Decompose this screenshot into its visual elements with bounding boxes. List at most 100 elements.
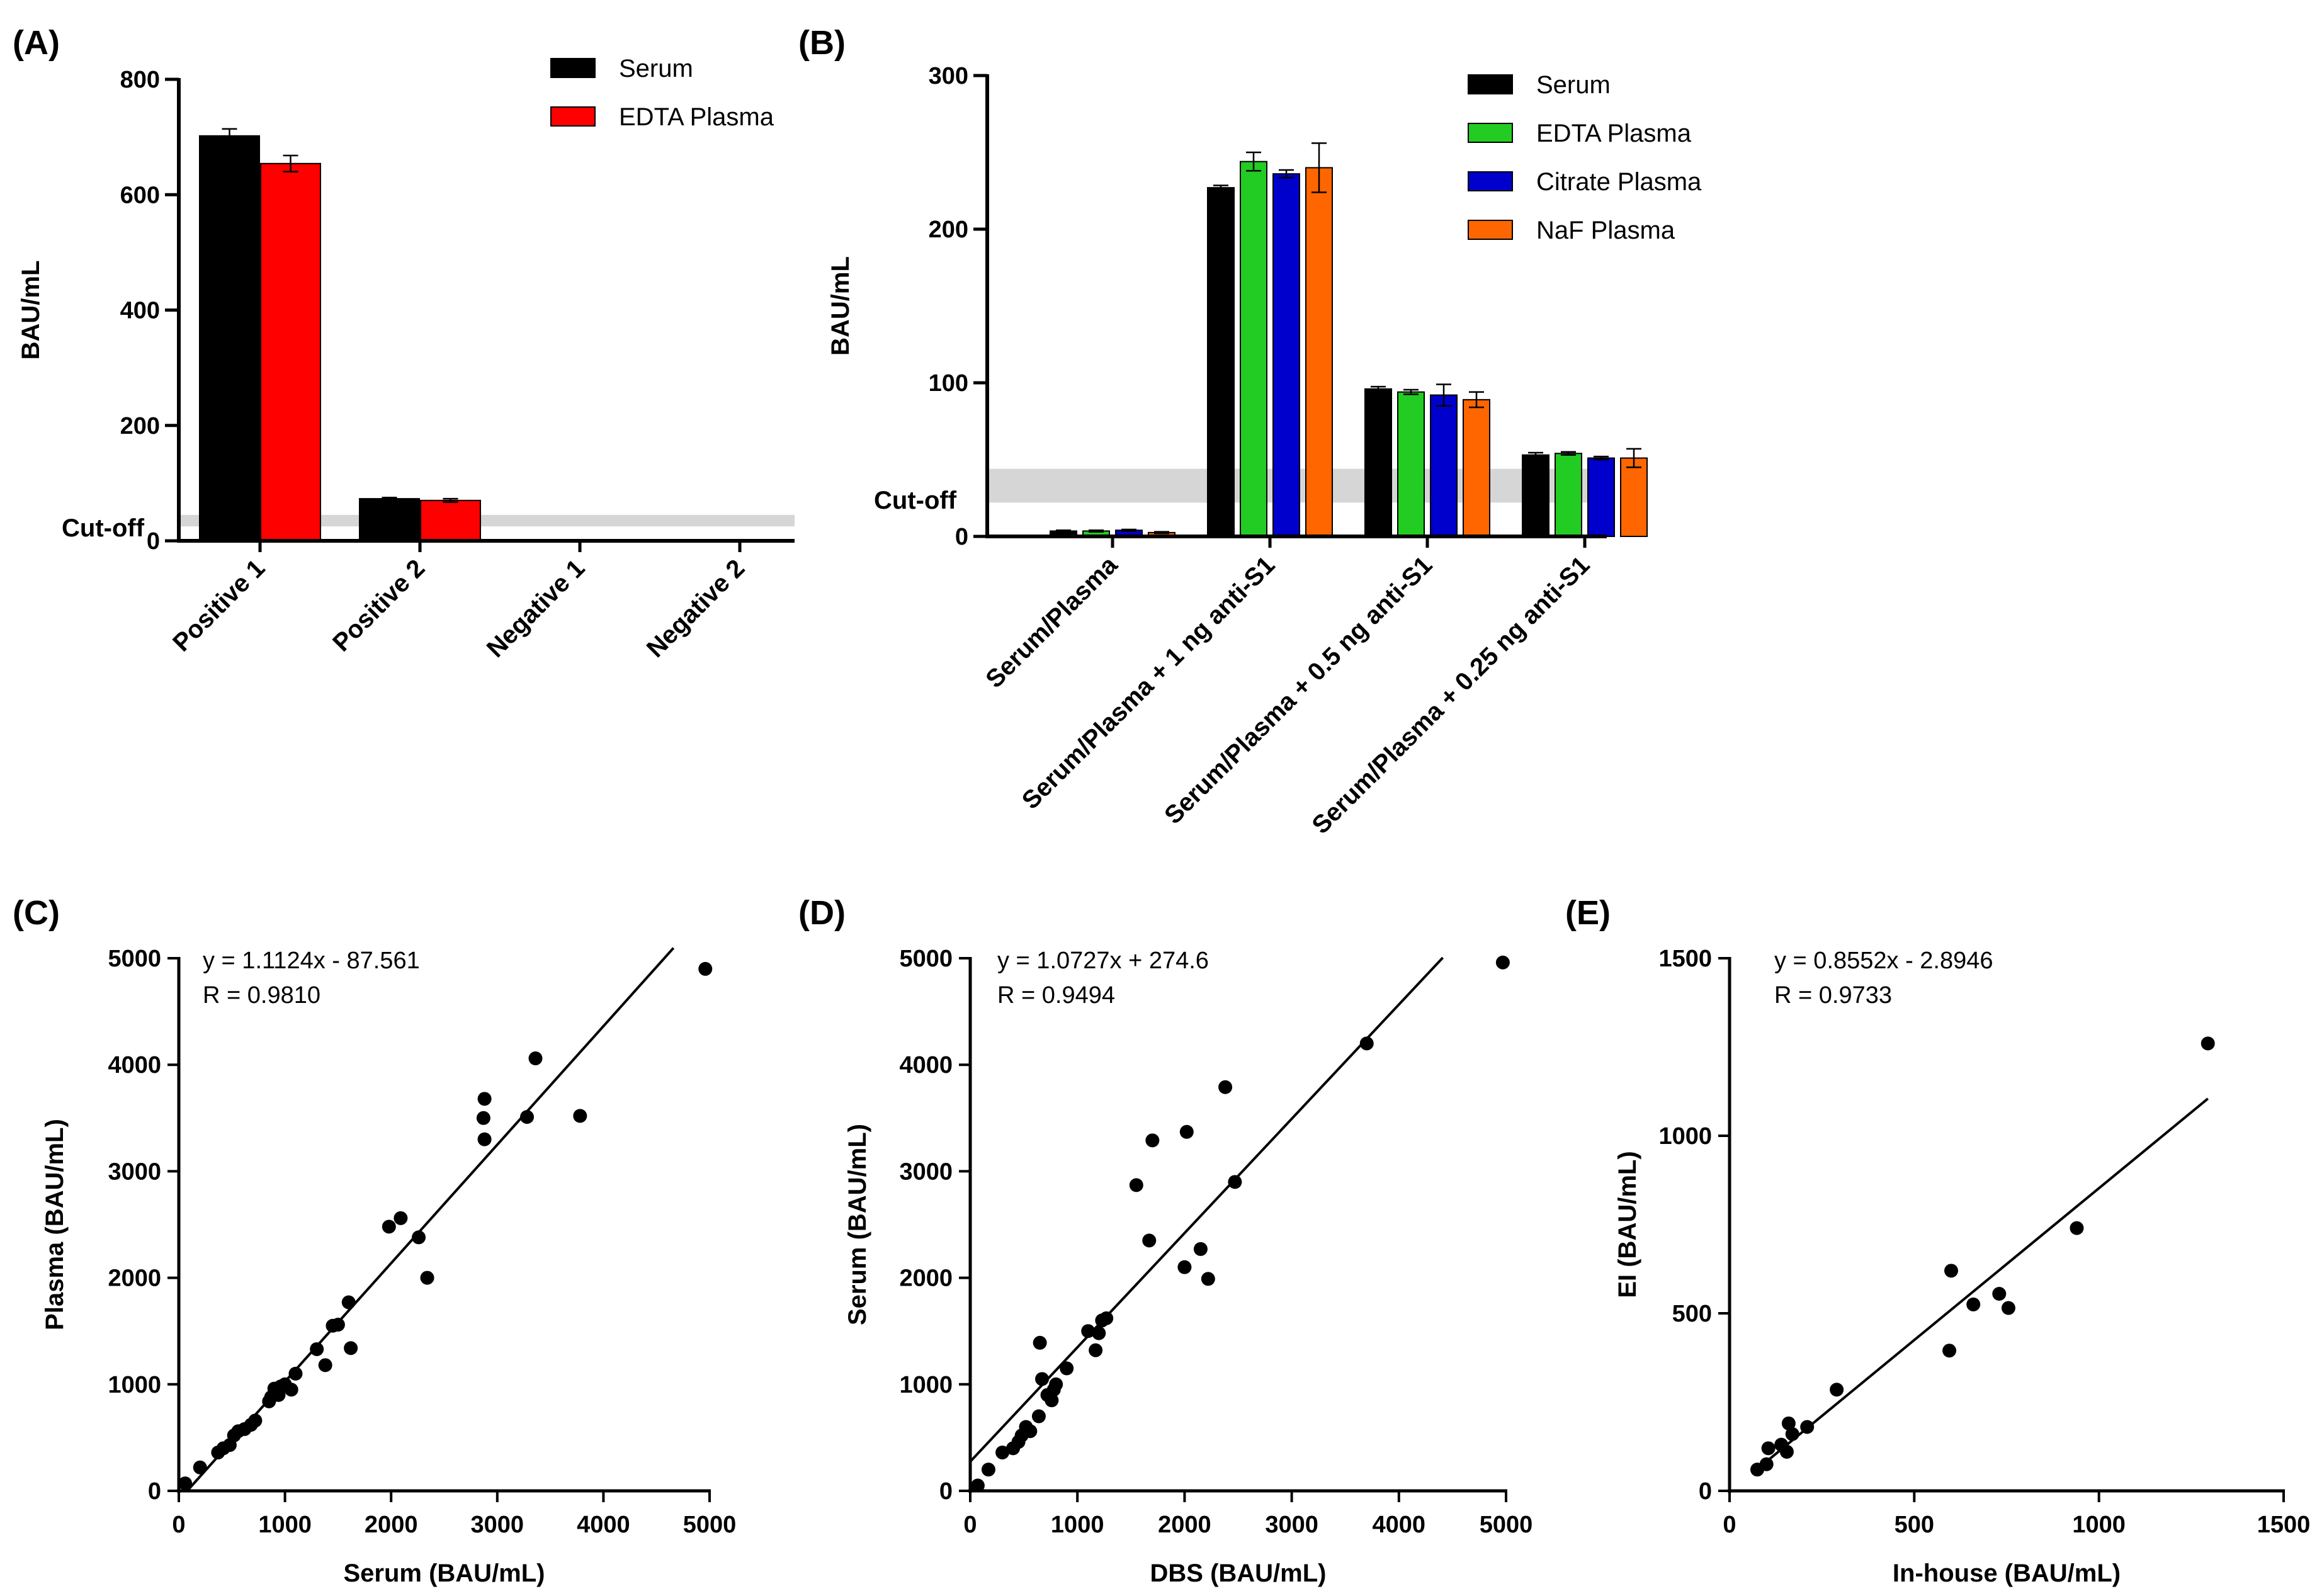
data-point: [1142, 1233, 1157, 1248]
data-point: [394, 1211, 408, 1225]
data-point: [2001, 1301, 2015, 1315]
x-tick-label: 4000: [577, 1512, 630, 1538]
legend-swatch-serum: [1468, 74, 1513, 94]
error-bar: [1121, 528, 1136, 532]
y-tick-label: 0: [955, 524, 968, 550]
data-point: [1031, 1409, 1046, 1423]
cutoff-band: [179, 514, 795, 527]
x-tick-label: 0: [172, 1512, 185, 1538]
data-point: [520, 1110, 535, 1124]
correlation-r: R = 0.9733: [1774, 982, 1892, 1009]
bar-serum-serum-plasma-1-ng-anti-s1: [1207, 187, 1235, 537]
data-point: [1201, 1272, 1215, 1286]
panel-label: (A): [13, 24, 60, 62]
bar-edta-plasma-serum-plasma-0-5-ng-anti-s1: [1397, 391, 1425, 538]
data-point: [331, 1318, 345, 1332]
legend-label-naf-plasma: NaF Plasma: [1536, 217, 1675, 244]
y-tick-label: 1500: [1658, 946, 1712, 972]
data-point: [1966, 1297, 1981, 1311]
data-point: [1944, 1264, 1958, 1278]
category-label: Serum/Plasma + 0.5 ng anti-S1: [1159, 551, 1437, 829]
error-bar: [1403, 388, 1419, 395]
data-point: [1785, 1427, 1799, 1441]
y-tick-label: 4000: [899, 1052, 953, 1078]
y-tick-label: 1000: [1658, 1123, 1712, 1150]
category-label: Serum/Plasma: [980, 551, 1123, 694]
panel-a: (A) Cut-off Positive 1 Positive 2 Negative 1…: [13, 24, 795, 663]
data-point: [1992, 1286, 2007, 1301]
y-axis-label: Plasma (BAU/mL): [41, 1119, 69, 1330]
data-point: [1779, 1444, 1794, 1459]
x-tick-label: 1000: [258, 1512, 312, 1538]
data-point: [1045, 1393, 1059, 1408]
regression-equation: y = 0.8552x - 2.8946: [1774, 948, 1993, 974]
y-tick-label: 800: [120, 67, 160, 93]
data-point: [1218, 1080, 1233, 1094]
x-axis-label: DBS (BAU/mL): [1150, 1559, 1327, 1587]
legend-label-serum: Serum: [1536, 71, 1611, 99]
category-label: Negative 2: [642, 554, 751, 663]
category-label: Positive 2: [327, 554, 430, 657]
y-axis-label: BAU/mL: [827, 256, 854, 356]
error-bar: [1279, 169, 1294, 179]
error-bar: [1089, 529, 1104, 533]
data-point: [1129, 1178, 1143, 1192]
data-point: [1023, 1424, 1038, 1439]
y-tick-label: 1000: [108, 1372, 161, 1398]
legend-label-edta-plasma: EDTA Plasma: [1536, 120, 1692, 147]
category-label: Negative 1: [482, 554, 591, 663]
y-tick-label: 3000: [899, 1158, 953, 1185]
data-point: [248, 1413, 263, 1428]
y-tick-label: 2000: [899, 1265, 953, 1292]
cutoff-label: Cut-off: [62, 514, 145, 542]
y-tick-label: 0: [148, 1478, 161, 1505]
y-tick-label: 400: [120, 298, 160, 324]
x-tick-label: 0: [963, 1512, 977, 1538]
data-point: [2070, 1221, 2084, 1235]
error-bar: [283, 154, 298, 173]
y-tick-label: 300: [929, 63, 968, 89]
bar-naf-plasma-serum-plasma-1-ng-anti-s1: [1305, 167, 1333, 537]
x-tick-label: 4000: [1373, 1512, 1426, 1538]
y-axis-label: Serum (BAU/mL): [844, 1124, 871, 1325]
regression-line: [186, 947, 675, 1492]
legend-label-citrate-plasma: Citrate Plasma: [1536, 168, 1702, 196]
panel-label: (C): [13, 894, 60, 932]
error-bar: [1626, 448, 1641, 468]
x-tick-label: 2000: [1158, 1512, 1211, 1538]
bar-serum-positive-2: [359, 498, 420, 542]
bar-edta-plasma-serum-plasma-0-25-ng-anti-s1: [1555, 453, 1582, 537]
data-point: [318, 1358, 332, 1372]
x-tick-label: 2000: [365, 1512, 418, 1538]
data-point: [1830, 1383, 1844, 1397]
panel-label: (E): [1565, 894, 1611, 932]
legend-swatch-citrate-plasma: [1468, 171, 1513, 191]
data-point: [477, 1132, 492, 1146]
data-point: [698, 961, 713, 976]
regression-line: [969, 956, 1444, 1463]
error-bar: [1371, 385, 1386, 392]
data-point: [1193, 1242, 1208, 1256]
y-tick-label: 200: [929, 217, 968, 243]
x-tick-label: 5000: [683, 1512, 737, 1538]
data-point: [1035, 1372, 1050, 1386]
error-bar: [382, 497, 397, 501]
data-point: [1092, 1326, 1106, 1340]
x-tick-label: 3000: [471, 1512, 524, 1538]
data-point: [477, 1092, 492, 1106]
data-point: [178, 1476, 193, 1491]
error-bar: [1246, 151, 1261, 172]
y-tick-label: 5000: [108, 946, 161, 972]
data-point: [970, 1478, 985, 1493]
category-label: Serum/Plasma + 1 ng anti-S1: [1017, 551, 1281, 815]
panel-c: (C) 0 1000 2000 3000 4000 5000 0 1000 2000 3000 400…: [13, 894, 736, 1587]
error-bar: [1528, 451, 1543, 458]
bar-serum-positive-1: [199, 135, 260, 542]
panel-d: (D) 0 1000 2000 3000 4000 5000 0 1000 2000 3000 400…: [798, 894, 1532, 1587]
data-point: [573, 1109, 587, 1123]
panel-label: (D): [798, 894, 846, 932]
data-point: [1359, 1036, 1374, 1051]
data-point: [412, 1230, 426, 1245]
y-tick-label: 500: [1672, 1301, 1712, 1327]
